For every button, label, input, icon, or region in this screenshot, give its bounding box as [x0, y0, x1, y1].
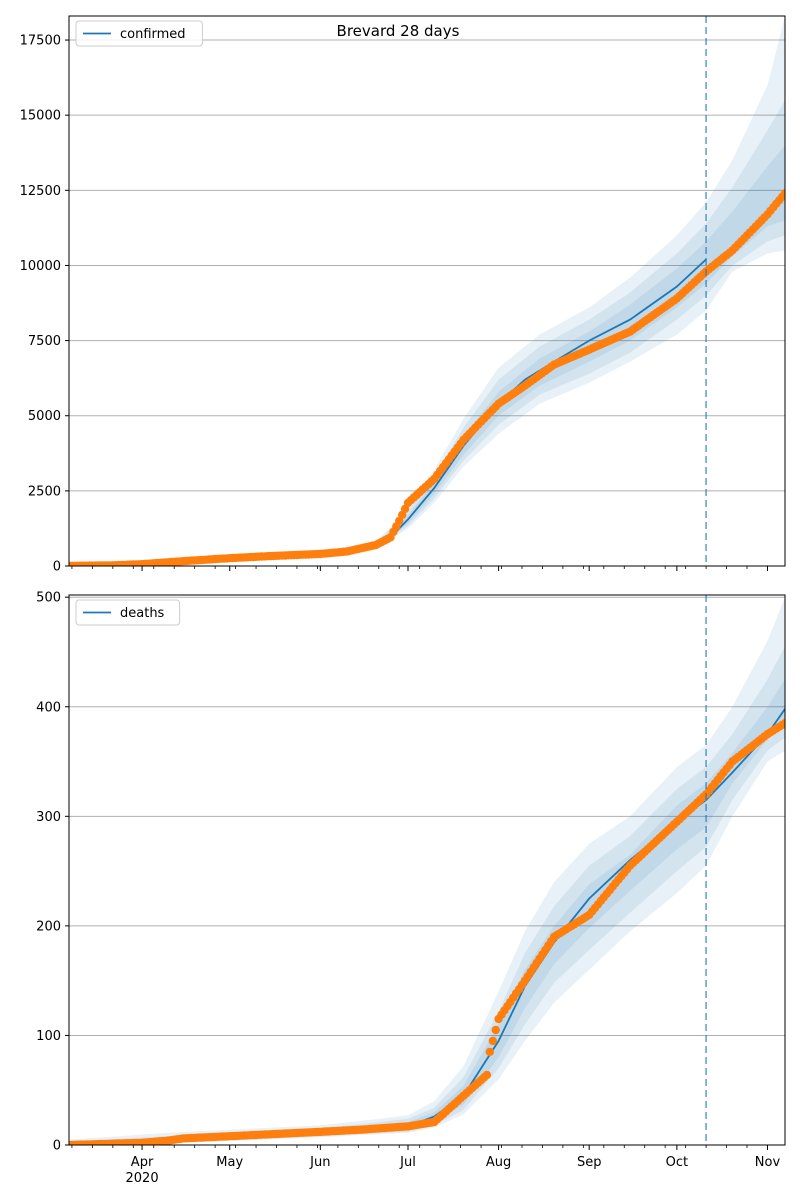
y-tick-label: 17500	[20, 34, 61, 49]
plot-area	[69, 16, 785, 566]
uncertainty-band	[69, 597, 785, 1145]
plot-area	[69, 597, 785, 1145]
observed-point	[780, 189, 785, 198]
observed-series	[69, 189, 785, 566]
x-year-label: 2020	[126, 1171, 159, 1186]
uncertainty-band	[69, 100, 785, 566]
x-tick-label: Jun	[309, 1155, 330, 1170]
observed-point	[491, 1025, 500, 1035]
figure-title: Brevard 28 days	[337, 22, 460, 40]
y-tick-label: 7500	[28, 334, 61, 349]
y-tick-label: 10000	[20, 259, 61, 274]
x-tick-label: May	[216, 1155, 243, 1170]
y-tick-label: 5000	[28, 409, 61, 424]
observed-point	[488, 1036, 497, 1046]
axes-frame	[68, 15, 786, 567]
y-tick-label: 500	[36, 591, 61, 606]
y-tick-label: 15000	[20, 109, 61, 124]
y-tick-label: 0	[53, 560, 61, 575]
x-tick-label: Nov	[755, 1155, 781, 1170]
deaths-axes: 0 100 200 300 400 500 Apr May Jun Jul Aug Sep Oct Nov…	[36, 591, 786, 1186]
x-tick-label: Sep	[577, 1155, 602, 1170]
observed-point	[780, 719, 785, 728]
observed-point	[482, 1070, 492, 1080]
legend: confirmed	[75, 20, 203, 47]
legend-label: deaths	[120, 606, 165, 621]
x-tick-label: Apr	[131, 1155, 154, 1170]
legend-box	[75, 599, 181, 626]
observed-series	[69, 719, 785, 1145]
y-tick-label: 300	[36, 810, 61, 825]
y-tick-label: 100	[36, 1029, 61, 1044]
x-tick-label: Jul	[399, 1155, 416, 1170]
confirmed-axes: 0 2500 5000 7500 10000 12500 15000 17500 confirm…	[20, 15, 786, 575]
y-tick-label: 200	[36, 919, 61, 934]
x-tick-label: Aug	[486, 1155, 511, 1170]
y-tick-label: 12500	[20, 184, 61, 199]
legend: deaths	[75, 599, 181, 626]
legend-box	[75, 20, 203, 47]
uncertainty-band	[69, 679, 785, 1145]
axes-frame	[68, 594, 786, 1146]
observed-point	[485, 1047, 494, 1057]
legend-label: confirmed	[120, 27, 186, 42]
uncertainty-band	[69, 646, 785, 1145]
y-tick-label: 2500	[28, 484, 61, 499]
x-tick-label: Oct	[666, 1155, 688, 1170]
y-tick-label: 0	[53, 1139, 61, 1154]
y-tick-label: 400	[36, 700, 61, 715]
uncertainty-band	[69, 16, 785, 566]
